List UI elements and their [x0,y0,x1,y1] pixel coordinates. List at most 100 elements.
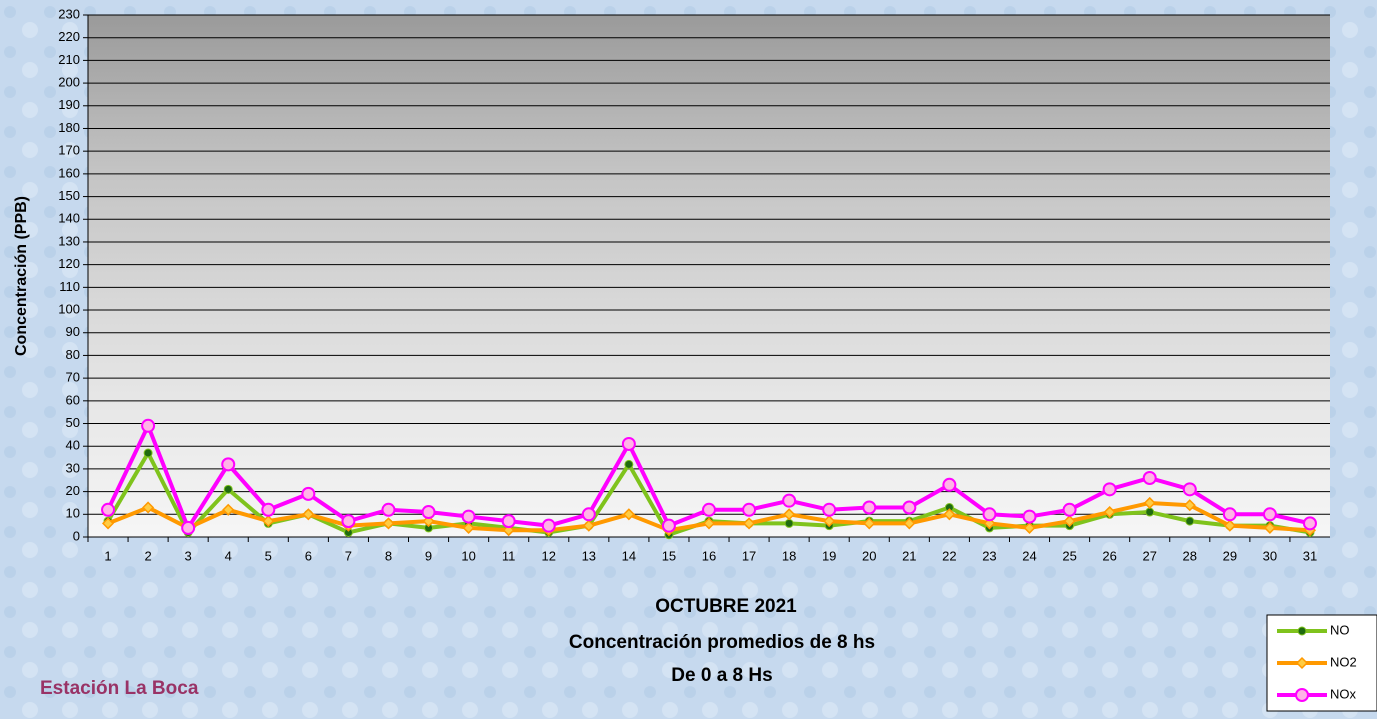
data-point [1104,483,1116,495]
x-tick-label: 23 [982,548,996,563]
legend-label: NO2 [1330,654,1357,669]
x-tick-label: 8 [385,548,392,563]
x-tick-label: 22 [942,548,956,563]
station-label: Estación La Boca [40,678,199,699]
data-point [102,504,114,516]
data-point [382,504,394,516]
y-tick-label: 160 [58,165,80,180]
x-tick-label: 16 [702,548,716,563]
y-tick-label: 130 [58,233,80,248]
y-tick-label: 10 [66,506,80,521]
x-tick-label: 18 [782,548,796,563]
y-tick-label: 0 [73,528,80,543]
data-point [1184,483,1196,495]
legend-label: NOx [1330,686,1357,701]
y-tick-label: 120 [58,256,80,271]
x-tick-label: 14 [622,548,636,563]
x-tick-label: 5 [265,548,272,563]
data-point [1024,511,1036,523]
data-point [1224,508,1236,520]
y-tick-label: 30 [66,460,80,475]
x-tick-label: 11 [502,548,516,563]
x-tick-label: 21 [902,548,916,563]
data-point [182,522,194,534]
data-point [743,504,755,516]
data-point [423,506,435,518]
legend-marker [1298,627,1306,635]
y-tick-label: 210 [58,52,80,67]
data-point [783,495,795,507]
y-tick-label: 140 [58,211,80,226]
legend-marker [1296,689,1308,701]
y-axis-label: Concentración (PPB) [13,196,30,356]
y-tick-label: 220 [58,29,80,44]
data-point [625,460,633,468]
y-tick-label: 60 [66,392,80,407]
data-point [543,520,555,532]
chart-subtitle: De 0 a 8 Hs [671,665,772,686]
x-tick-label: 19 [822,548,836,563]
data-point [1186,517,1194,525]
x-tick-label: 3 [185,548,192,563]
chart: Concentración (PPB) OCTUBRE 2021 Concent… [0,0,1377,719]
y-tick-label: 180 [58,120,80,135]
chart-subtitle: Concentración promedios de 8 hs [569,632,875,653]
x-tick-label: 9 [425,548,432,563]
legend-label: NO [1330,622,1350,637]
y-tick-label: 230 [58,6,80,21]
x-tick-label: 6 [305,548,312,563]
x-tick-label: 12 [542,548,556,563]
x-tick-label: 20 [862,548,876,563]
data-point [583,508,595,520]
x-tick-label: 26 [1102,548,1116,563]
x-tick-label: 15 [662,548,676,563]
x-tick-label: 7 [345,548,352,563]
x-tick-label: 10 [461,548,475,563]
x-tick-label: 24 [1022,548,1036,563]
data-point [503,515,515,527]
y-tick-label: 190 [58,97,80,112]
y-tick-label: 110 [59,279,80,294]
x-tick-label: 4 [225,548,232,563]
y-tick-label: 170 [58,143,80,158]
data-point [903,501,915,513]
data-point [703,504,715,516]
data-point [262,504,274,516]
y-tick-label: 50 [66,415,80,430]
y-tick-label: 70 [66,370,80,385]
x-tick-label: 30 [1263,548,1277,563]
x-tick-label: 1 [104,548,111,563]
data-point [863,501,875,513]
y-tick-label: 90 [66,324,80,339]
data-point [224,485,232,493]
x-tick-label: 28 [1183,548,1197,563]
y-tick-label: 40 [66,438,80,453]
data-point [463,511,475,523]
data-point [943,479,955,491]
y-tick-label: 80 [66,347,80,362]
data-point [1144,472,1156,484]
plot-area [88,15,1330,537]
data-point [623,438,635,450]
data-point [1064,504,1076,516]
data-point [1146,508,1154,516]
x-tick-label: 2 [144,548,151,563]
x-tick-label: 17 [742,548,756,563]
x-tick-label: 13 [582,548,596,563]
x-tick-label: 31 [1303,548,1317,563]
data-point [144,449,152,457]
data-point [302,488,314,500]
data-point [983,508,995,520]
data-point [342,515,354,527]
data-point [823,504,835,516]
chart-title: OCTUBRE 2021 [655,596,797,617]
y-tick-label: 20 [66,483,80,498]
data-point [142,420,154,432]
y-tick-label: 100 [58,301,80,316]
y-tick-label: 200 [58,75,80,90]
x-tick-label: 29 [1223,548,1237,563]
x-tick-label: 27 [1142,548,1156,563]
data-point [663,520,675,532]
data-point [1264,508,1276,520]
data-point [1304,517,1316,529]
